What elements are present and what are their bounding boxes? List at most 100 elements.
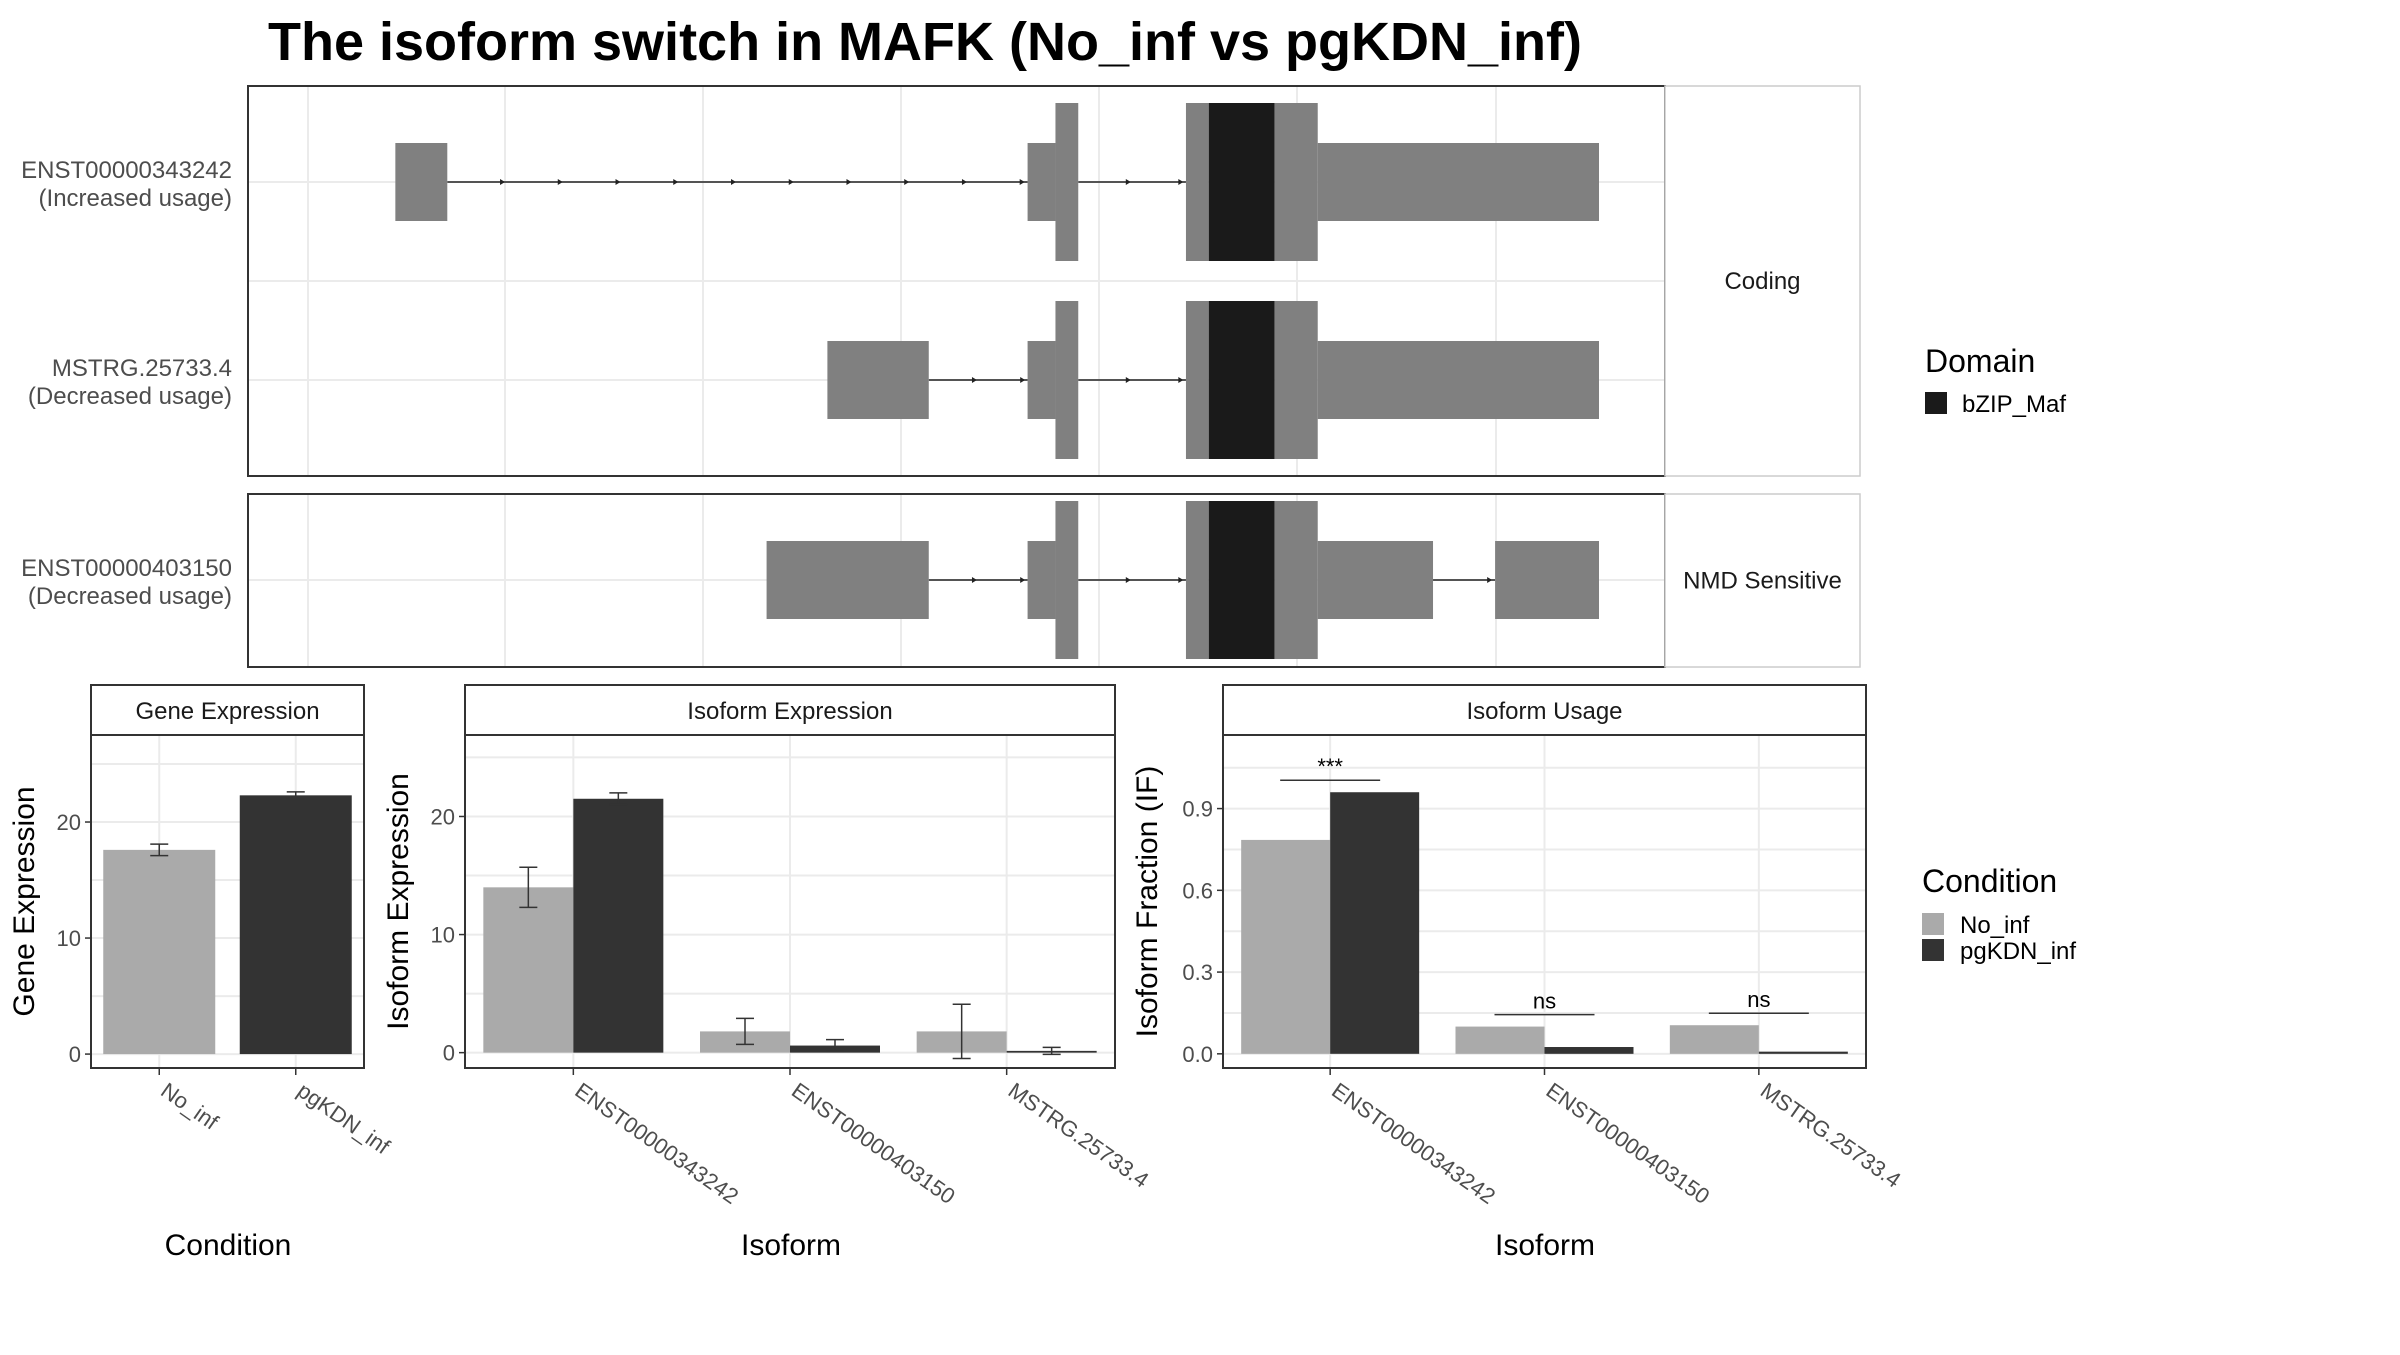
intron-arrow xyxy=(1020,577,1026,583)
transcript-status-enst00000343242: (Increased usage) xyxy=(39,185,232,212)
strip-coding xyxy=(1664,85,1861,477)
exon-utr xyxy=(1027,341,1056,419)
exon-utr xyxy=(1027,143,1056,221)
domain-bzip-maf xyxy=(1208,301,1275,459)
significance-label-enst00000403150: ns xyxy=(1533,989,1556,1014)
intron-arrow xyxy=(788,179,794,185)
domain-bzip-maf xyxy=(1208,501,1275,659)
x-tick-label-pgkdn-inf: pgKDN_inf xyxy=(293,1078,395,1160)
gene-structure-panel: ENST00000343242(Increased usage) MSTRG.25… xyxy=(21,85,1861,668)
legend-key-pgkdn-inf xyxy=(1922,939,1944,961)
intron-arrow xyxy=(615,179,621,185)
x-tick-label-no-inf: No_inf xyxy=(156,1078,223,1135)
condition-legend-title: Condition xyxy=(1922,863,2057,899)
isoform-usage-strip-label: Isoform Usage xyxy=(1466,698,1622,725)
transcript-label-enst00000403150: ENST00000403150 xyxy=(21,555,232,582)
exon-utr xyxy=(1317,341,1599,419)
y-tick-label: 0.9 xyxy=(1182,797,1213,822)
intron-arrow xyxy=(1178,179,1184,185)
y-tick-label: 0.0 xyxy=(1182,1042,1213,1067)
gene-expression-strip-label: Gene Expression xyxy=(135,698,319,725)
y-tick-label: 0 xyxy=(69,1042,81,1067)
exon-cds xyxy=(1055,501,1079,659)
gene-expression-x-axis-title: Condition xyxy=(165,1229,292,1262)
legend-label-pgkdn-inf: pgKDN_inf xyxy=(1960,938,2076,965)
domain-legend: Domain bZIP_Maf xyxy=(1925,343,2066,418)
bar-pgkdn-inf xyxy=(239,795,352,1055)
transcript-label-enst00000343242: ENST00000343242 xyxy=(21,157,232,184)
y-tick-label: 0 xyxy=(443,1041,455,1066)
transcript-mstrg-25733-4 xyxy=(827,301,1599,459)
x-tick-label-mstrg-25733-4: MSTRG.25733.4 xyxy=(1756,1078,1906,1193)
strip-label-coding: Coding xyxy=(1724,268,1800,295)
isoform-usage-x-axis-title: Isoform xyxy=(1495,1229,1595,1262)
transcript-enst00000343242 xyxy=(395,103,1599,261)
intron-arrow xyxy=(846,179,852,185)
intron-arrow xyxy=(730,179,736,185)
intron-arrow xyxy=(1019,179,1025,185)
exon-cds xyxy=(1055,301,1079,459)
error-bar-no-inf xyxy=(150,843,169,857)
bar-enst00000403150-pgkdn-inf xyxy=(1544,1047,1634,1054)
transcript-status-mstrg-25733-4: (Decreased usage) xyxy=(28,383,232,410)
strip-nmd-sensitive xyxy=(1664,493,1861,668)
exon-cds xyxy=(1185,501,1209,659)
significance-label-enst00000343242: *** xyxy=(1317,754,1343,779)
isoform-usage-y-axis-title: Isoform Fraction (IF) xyxy=(1131,766,1164,1038)
condition-legend: Condition No_inf pgKDN_inf xyxy=(1922,863,2076,965)
intron-arrow xyxy=(1125,179,1131,185)
intron-arrow xyxy=(1178,377,1184,383)
legend-key-no-inf xyxy=(1922,913,1944,935)
isoform-usage-panel: *** ns ns Isoform Usage 0.0 0.3 0.6 0.9 ENST0000… xyxy=(1131,684,1906,1262)
error-bar-mstrg-25733-4-pgkdn-inf xyxy=(1042,1046,1061,1056)
exon-cds xyxy=(1185,301,1209,459)
exon-cds xyxy=(1274,301,1318,459)
error-bar-enst00000403150-no-inf xyxy=(736,1017,754,1046)
transcript-status-enst00000403150: (Decreased usage) xyxy=(28,583,232,610)
legend-label-no-inf: No_inf xyxy=(1960,912,2030,939)
error-bar-pgkdn-inf xyxy=(286,791,305,800)
y-tick-label: 0.6 xyxy=(1182,878,1213,903)
bar-mstrg-25733-4-no-inf xyxy=(1669,1025,1759,1054)
gene-expression-panel: Gene Expression 0 10 20 No_inf pgKDN_inf Condi… xyxy=(8,684,395,1262)
intron-arrow xyxy=(500,179,506,185)
intron-arrow xyxy=(971,377,977,383)
transcript-label-mstrg-25733-4: MSTRG.25733.4 xyxy=(52,355,232,382)
intron-arrow xyxy=(1178,577,1184,583)
exon-cds xyxy=(1274,501,1318,659)
error-bar-enst00000343242-no-inf xyxy=(519,866,538,909)
isoform-usage-strip xyxy=(1222,684,1867,736)
gene-expression-strip xyxy=(90,684,365,736)
exon-utr xyxy=(1317,541,1434,619)
exon-utr xyxy=(1027,541,1056,619)
bar-enst00000343242-pgkdn-inf xyxy=(1330,792,1420,1054)
y-tick-label: 10 xyxy=(431,923,455,948)
bar-enst00000343242-no-inf xyxy=(483,887,574,1053)
bar-enst00000343242-pgkdn-inf xyxy=(573,798,664,1053)
x-tick-label-enst00000343242: ENST00000343242 xyxy=(1327,1078,1500,1209)
exon-cds xyxy=(1055,103,1079,261)
intron-arrow xyxy=(1020,377,1026,383)
intron-arrow xyxy=(673,179,679,185)
isoform-expression-strip xyxy=(464,684,1116,736)
y-tick-label: 20 xyxy=(57,810,81,835)
x-tick-label-mstrg-25733-4: MSTRG.25733.4 xyxy=(1004,1078,1154,1193)
y-tick-label: 10 xyxy=(57,926,81,951)
figure-title: The isoform switch in MAFK (No_inf vs pg… xyxy=(268,12,1582,72)
y-tick-label: 20 xyxy=(431,804,455,829)
exon-utr xyxy=(1495,541,1599,619)
bar-enst00000343242-no-inf xyxy=(1241,839,1331,1054)
isoform-expression-y-axis-title: Isoform Expression xyxy=(382,773,415,1030)
x-tick-label-enst00000403150: ENST00000403150 xyxy=(1542,1078,1715,1209)
intron-arrow xyxy=(557,179,563,185)
error-bar-enst00000403150-pgkdn-inf xyxy=(826,1038,844,1053)
exon-utr xyxy=(1317,143,1599,221)
intron-arrow xyxy=(904,179,910,185)
intron-arrow xyxy=(1125,577,1131,583)
intron-arrow xyxy=(971,577,977,583)
bar-mstrg-25733-4-pgkdn-inf xyxy=(1758,1051,1848,1054)
x-tick-label-enst00000343242: ENST00000343242 xyxy=(570,1078,743,1209)
domain-bzip-maf xyxy=(1208,103,1275,261)
